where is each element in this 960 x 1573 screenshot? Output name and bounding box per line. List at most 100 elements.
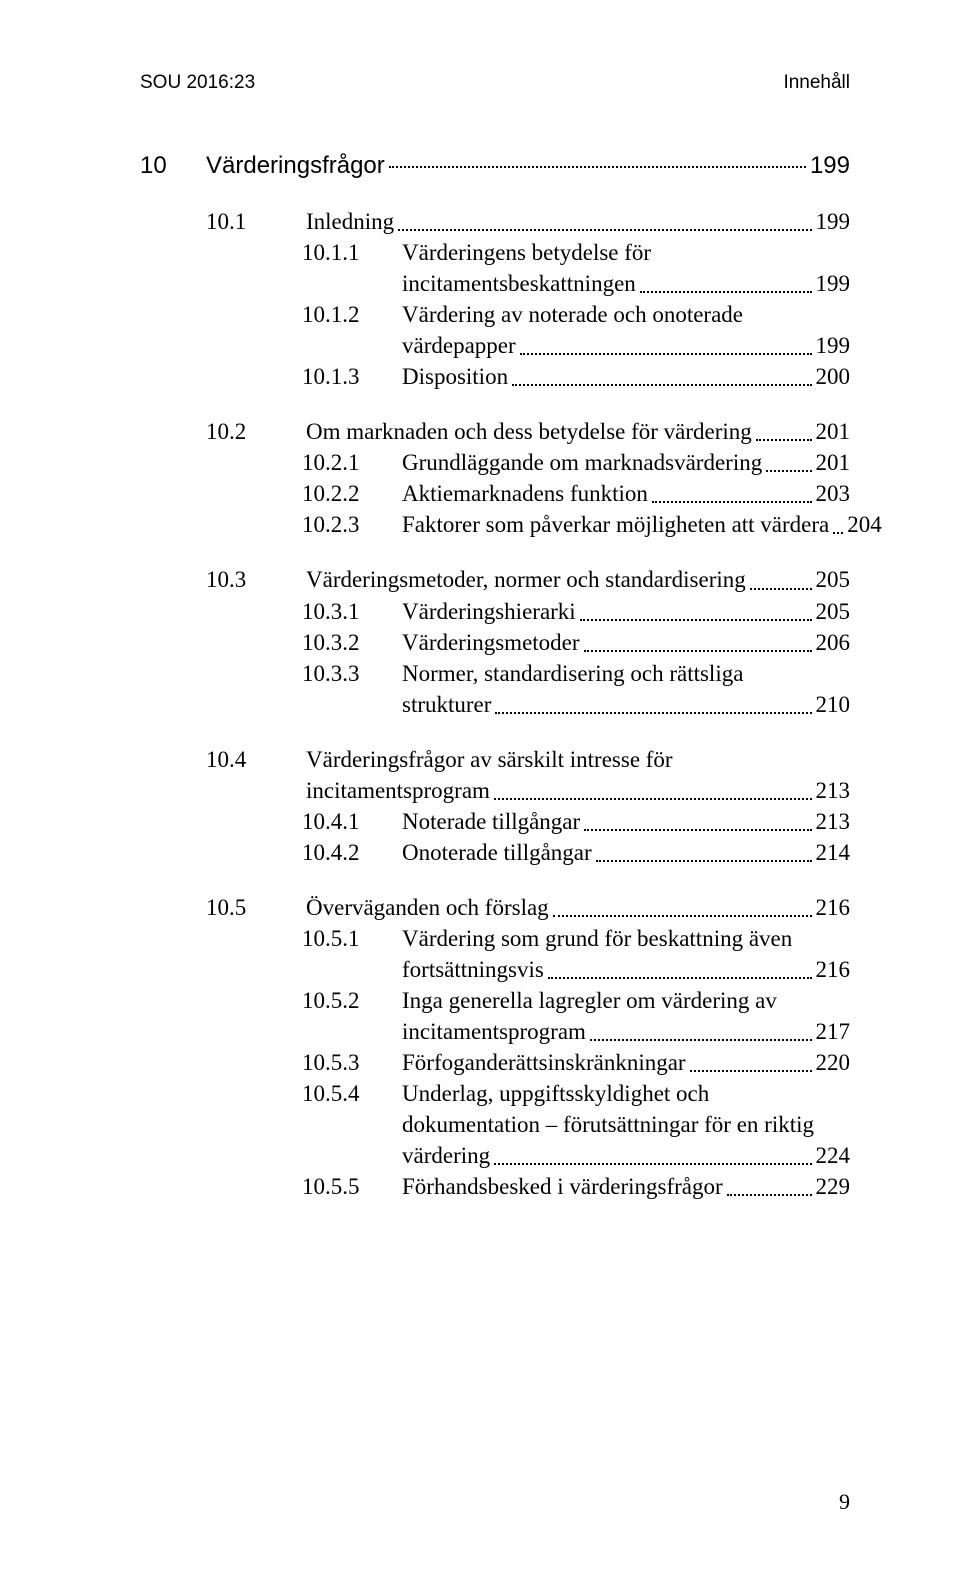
- toc-entry-line: 10.5.4Underlag, uppgiftsskyldighet och: [140, 1078, 850, 1109]
- toc-entry-number: 10.2.1: [302, 447, 402, 478]
- page-number: 9: [839, 1489, 850, 1515]
- toc-entry-page: 199: [816, 330, 851, 361]
- toc-entry-title: dokumentation – förutsättningar för en r…: [402, 1109, 814, 1140]
- toc-entry-title: Inga generella lagregler om värdering av: [402, 985, 777, 1016]
- toc-entry: 10.4.1Noterade tillgångar213: [140, 806, 850, 837]
- toc-entry-number: 10.4: [206, 744, 306, 775]
- leader-dots: [520, 353, 812, 355]
- toc-entry-title: värdepapper: [402, 330, 516, 361]
- leader-dots: [640, 291, 812, 293]
- toc-entry-number: 10.1: [206, 206, 306, 237]
- toc-entry-number: 10.4.1: [302, 806, 402, 837]
- toc-entry-page: 214: [816, 837, 851, 868]
- toc-entry: incitamentsprogram213: [140, 775, 850, 806]
- toc-entry-title: Faktorer som påverkar möjligheten att vä…: [402, 509, 829, 540]
- toc-entry-line: 10.1.2Värdering av noterade och onoterad…: [140, 299, 850, 330]
- toc-entry-title: incitamentsprogram: [306, 775, 490, 806]
- toc-entry-page: 229: [816, 1171, 851, 1202]
- leader-dots: [512, 384, 811, 386]
- toc-entry-page: 201: [816, 447, 851, 478]
- toc-entry-number: 10.3: [206, 564, 306, 595]
- leader-dots: [584, 650, 812, 652]
- toc-entry-page: 224: [816, 1140, 851, 1171]
- leader-dots: [652, 501, 812, 503]
- toc-entry-number: 10.5.2: [302, 985, 402, 1016]
- toc-entry: 10.2.1Grundläggande om marknadsvärdering…: [140, 447, 850, 478]
- toc-entry-line: 10.5.1Värdering som grund för beskattnin…: [140, 923, 850, 954]
- toc-entry: 10.3.1Värderingshierarki205: [140, 596, 850, 627]
- toc-entry-number: 10.2.2: [302, 478, 402, 509]
- chapter-number: 10: [140, 152, 206, 180]
- toc-entry-title: Överväganden och förslag: [306, 892, 549, 923]
- toc-entry-number: 10.4.2: [302, 837, 402, 868]
- toc-entry-title: Värderingsmetoder, normer och standardis…: [306, 564, 746, 595]
- toc-entry-page: 216: [816, 954, 851, 985]
- toc-entry-line: 10.3.3Normer, standardisering och rättsl…: [140, 658, 850, 689]
- leader-dots: [494, 798, 812, 800]
- chapter-title: Värderingsfrågor: [206, 152, 385, 180]
- toc-entry: 10.2.2Aktiemarknadens funktion203: [140, 478, 850, 509]
- toc-group: 10.1Inledning19910.1.1Värderingens betyd…: [140, 206, 850, 392]
- toc-entry-number: 10.3.2: [302, 627, 402, 658]
- leader-dots: [766, 470, 811, 472]
- toc-entry-line: 10.4Värderingsfrågor av särskilt intress…: [140, 744, 850, 775]
- toc-entry-line: 10.1.1Värderingens betydelse för: [140, 237, 850, 268]
- toc-entry: fortsättningsvis216: [140, 954, 850, 985]
- toc-entry: incitamentsbeskattningen199: [140, 268, 850, 299]
- toc-entry-page: 199: [816, 206, 851, 237]
- leader-dots: [584, 829, 811, 831]
- toc-entry-title: Förhandsbesked i värderingsfrågor: [402, 1171, 723, 1202]
- toc-entry-page: 205: [816, 596, 851, 627]
- toc-entry: strukturer 210: [140, 689, 850, 720]
- toc-entry: värdepapper 199: [140, 330, 850, 361]
- toc-entry-page: 205: [816, 564, 851, 595]
- toc-entry-page: 217: [816, 1016, 851, 1047]
- toc-entry-title: Underlag, uppgiftsskyldighet och: [402, 1078, 709, 1109]
- toc-entry-title: Grundläggande om marknadsvärdering: [402, 447, 762, 478]
- toc-entry-number: 10.1.2: [302, 299, 402, 330]
- toc-entry: 10.4.2Onoterade tillgångar 214: [140, 837, 850, 868]
- toc-entry: 10.3.2Värderingsmetoder206: [140, 627, 850, 658]
- toc-entry-number: 10.5.5: [302, 1171, 402, 1202]
- toc-entry: 10.3Värderingsmetoder, normer och standa…: [140, 564, 850, 595]
- toc-entry-line: 10.5.2Inga generella lagregler om värder…: [140, 985, 850, 1016]
- toc-entry-page: 204: [847, 509, 882, 540]
- toc-entry: värdering224: [140, 1140, 850, 1171]
- toc-entry-title: Förfoganderättsinskränkningar: [402, 1047, 686, 1078]
- toc-entry-number: 10.3.1: [302, 596, 402, 627]
- toc-entry-number: 10.5.1: [302, 923, 402, 954]
- leader-dots: [580, 619, 812, 621]
- toc-entry: 10.2Om marknaden och dess betydelse för …: [140, 416, 850, 447]
- toc-entry-title: Inledning: [306, 206, 394, 237]
- toc-entry-page: 199: [816, 268, 851, 299]
- toc-entry-number: 10.5.4: [302, 1078, 402, 1109]
- toc-entry: 10.5Överväganden och förslag216: [140, 892, 850, 923]
- toc-entry: 10.1.3Disposition200: [140, 361, 850, 392]
- toc-group: 10.4Värderingsfrågor av särskilt intress…: [140, 744, 850, 868]
- toc-entry-page: 201: [816, 416, 851, 447]
- toc-entry-title: Värderingens betydelse för: [402, 237, 651, 268]
- leader-dots: [756, 439, 812, 441]
- toc-entry: 10.5.3Förfoganderättsinskränkningar220: [140, 1047, 850, 1078]
- toc-entry-page: 203: [816, 478, 851, 509]
- toc-entry-number: 10.2: [206, 416, 306, 447]
- toc-body: 10.1Inledning19910.1.1Värderingens betyd…: [140, 206, 850, 1202]
- toc-entry-page: 220: [816, 1047, 851, 1078]
- toc-group: 10.5Överväganden och förslag21610.5.1Vär…: [140, 892, 850, 1202]
- running-head: SOU 2016:23 Innehåll: [140, 72, 850, 94]
- chapter-page: 199: [810, 152, 850, 180]
- toc-entry-page: 210: [816, 689, 851, 720]
- toc-entry-page: 206: [816, 627, 851, 658]
- toc-entry: 10.5.5Förhandsbesked i värderingsfrågor 2…: [140, 1171, 850, 1202]
- leader-dots: [727, 1194, 812, 1196]
- toc-entry-number: 10.1.1: [302, 237, 402, 268]
- toc-entry-title: strukturer: [402, 689, 491, 720]
- toc-entry-title: Normer, standardisering och rättsliga: [402, 658, 743, 689]
- toc-entry-number: 10.3.3: [302, 658, 402, 689]
- toc-entry-title: Onoterade tillgångar: [402, 837, 592, 868]
- leader-dots: [389, 166, 806, 168]
- toc-group: 10.3Värderingsmetoder, normer och standa…: [140, 564, 850, 719]
- toc-entry-number: 10.1.3: [302, 361, 402, 392]
- toc-entry-title: Värderingsfrågor av särskilt intresse fö…: [306, 744, 673, 775]
- toc-entry-number: 10.2.3: [302, 509, 402, 540]
